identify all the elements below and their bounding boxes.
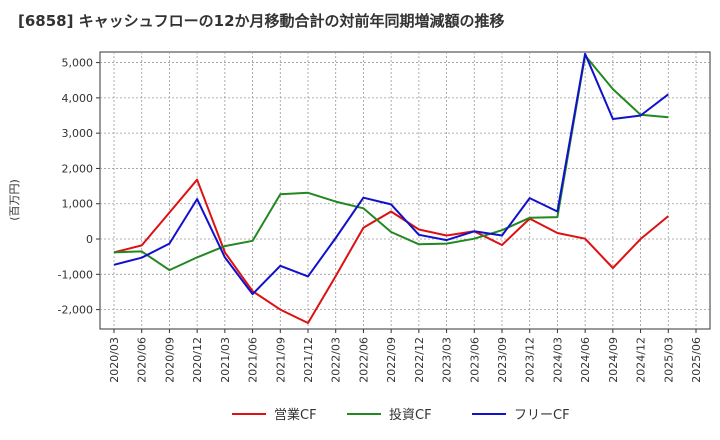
x-tick-label: 2020/03 xyxy=(108,337,121,383)
axis-layer: -2,000 -1,000 0 1,000 2,000 3,000 4,000 5,000 20… xyxy=(58,57,703,383)
y-tick-label: -1,000 xyxy=(58,268,93,281)
series-line xyxy=(113,52,669,296)
x-tick-label: 2024/09 xyxy=(607,337,620,383)
y-tick-label: 1,000 xyxy=(62,198,94,211)
x-tick-label: 2023/03 xyxy=(441,337,454,383)
x-tick-label: 2020/06 xyxy=(136,337,149,383)
y-tick-label: 5,000 xyxy=(62,57,94,70)
y-tick-label: 3,000 xyxy=(62,127,94,140)
x-tick-label: 2021/12 xyxy=(302,337,315,383)
x-tick-label: 2025/03 xyxy=(662,337,675,383)
x-tick-label: 2022/12 xyxy=(413,337,426,383)
x-tick-label: 2024/06 xyxy=(579,337,592,383)
y-tick-label: -2,000 xyxy=(58,304,93,317)
chart-title: [6858] キャッシュフローの12か月移動合計の対前年同期増減額の推移 xyxy=(18,12,505,30)
x-tick-label: 2020/09 xyxy=(163,337,176,383)
x-tick-label: 2024/03 xyxy=(551,337,564,383)
x-tick-label: 2021/09 xyxy=(274,337,287,383)
x-tick-label: 2023/09 xyxy=(496,337,509,383)
x-tick-label: 2020/12 xyxy=(191,337,204,383)
x-tick-label: 2023/12 xyxy=(524,337,537,383)
legend-label: フリーCF xyxy=(514,408,570,423)
x-tick-label: 2021/03 xyxy=(219,337,232,383)
legend-label: 投資CF xyxy=(389,407,432,423)
x-tick-label: 2022/03 xyxy=(330,337,343,383)
x-tick-label: 2024/12 xyxy=(635,337,648,383)
x-tick-label: 2023/06 xyxy=(468,337,481,383)
x-tick-label: 2022/06 xyxy=(357,337,370,383)
series-line xyxy=(113,178,669,324)
legend-label: 営業CF xyxy=(274,407,317,423)
y-tick-label: 2,000 xyxy=(62,162,94,175)
y-tick-label: 0 xyxy=(86,233,93,246)
x-tick-label: 2025/06 xyxy=(690,337,703,383)
series-layer xyxy=(113,52,669,324)
y-axis-label: (百万円) xyxy=(8,179,21,221)
legend: 営業CF 投資CF フリーCF xyxy=(232,407,570,423)
x-tick-label: 2021/06 xyxy=(247,337,260,383)
y-tick-label: 4,000 xyxy=(62,92,94,105)
x-tick-label: 2022/09 xyxy=(385,337,398,383)
